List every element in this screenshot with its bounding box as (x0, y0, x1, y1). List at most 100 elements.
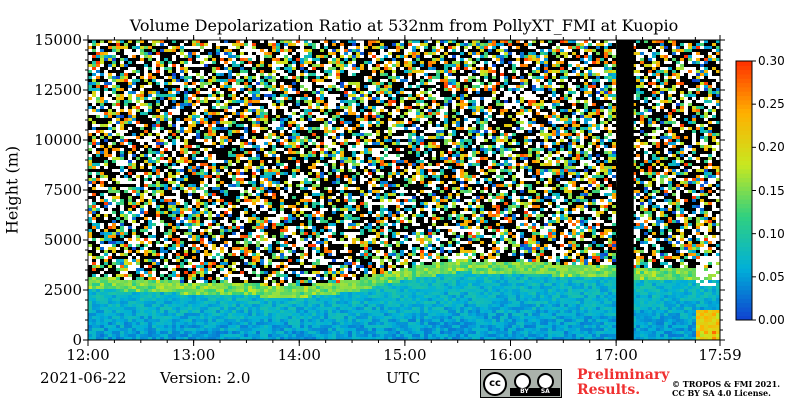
preliminary-line2: Results. (577, 382, 641, 398)
colorbar-segment (736, 276, 752, 282)
colorbar-segment (736, 307, 752, 312)
x-tick-label: 17:59 (698, 346, 742, 364)
colorbar-segment (736, 151, 752, 157)
y-tick-label: 5000 (43, 231, 82, 249)
colorbar-segment (736, 177, 752, 183)
heatmap-image (88, 40, 720, 340)
y-tick-label: 7500 (43, 181, 82, 199)
y-tick-label: 12500 (34, 81, 82, 99)
x-tick-label: 12:00 (66, 346, 110, 364)
x-tick-label: 13:00 (172, 346, 216, 364)
colorbar-tick-label: 0.30 (758, 54, 785, 68)
colorbar-segment (736, 207, 752, 213)
colorbar-tick-label: 0.25 (758, 97, 785, 112)
colorbar-segment (736, 263, 752, 269)
x-tick-label: 15:00 (383, 346, 427, 364)
colorbar-segment (736, 82, 752, 88)
x-tick-label: 16:00 (488, 346, 533, 364)
colorbar-segment (736, 237, 752, 243)
copyright-line1: © TROPOS & FMI 2021. (672, 379, 781, 389)
colorbar-segment (736, 229, 752, 235)
x-tick-label: 14:00 (277, 346, 321, 364)
colorbar-segment (736, 225, 752, 230)
colorbar-segment (736, 259, 752, 265)
colorbar-segment (736, 160, 752, 166)
version-label: Version: 2.0 (160, 369, 251, 387)
colorbar-segment (736, 69, 752, 75)
colorbar-segment (736, 121, 752, 127)
colorbar-tick-label: 0.20 (758, 140, 785, 155)
colorbar-segment (736, 91, 752, 97)
axis-ticks (83, 35, 725, 346)
colorbar (736, 60, 756, 321)
colorbar-segment (736, 138, 752, 144)
colorbar-segment (736, 255, 752, 261)
colorbar-segment (736, 181, 752, 187)
colorbar-segment (736, 250, 752, 256)
colorbar-segment (736, 78, 752, 84)
colorbar-segment (736, 155, 752, 161)
colorbar-segment (736, 61, 752, 66)
data-gap (616, 40, 634, 340)
preliminary-line1: Preliminary (577, 367, 670, 383)
colorbar-segment (736, 99, 752, 105)
colorbar-segment (736, 173, 752, 179)
y-tick-label: 15000 (34, 31, 82, 49)
colorbar-segment (736, 65, 752, 71)
colorbar-segment (736, 302, 752, 308)
colorbar-tick-label: 0.10 (758, 226, 785, 241)
colorbar-segment (736, 203, 752, 209)
y-axis-label: Height (m) (2, 145, 22, 235)
colorbar-segment (736, 95, 752, 101)
y-tick-label: 10000 (34, 131, 82, 149)
x-axis-label: UTC (386, 369, 421, 387)
copyright-notice: © TROPOS & FMI 2021. CC BY SA 4.0 Licens… (672, 380, 780, 398)
colorbar-tick-label: 0.15 (758, 183, 785, 198)
cc-license-badge[interactable]: cc BY SA (480, 369, 562, 398)
colorbar-segment (736, 212, 752, 217)
preliminary-notice: Preliminary Results. (577, 368, 669, 398)
colorbar-segment (736, 194, 752, 200)
colorbar-segment (736, 190, 752, 196)
colorbar-segment (736, 143, 752, 148)
colorbar-segment (736, 311, 752, 317)
x-tick-label: 17:00 (594, 346, 638, 364)
colorbar-segment (736, 289, 752, 295)
colorbar-segment (736, 104, 752, 109)
colorbar-segment (736, 233, 752, 239)
colorbar-segment (736, 168, 752, 174)
colorbar-segment (736, 246, 752, 252)
colorbar-tick-label: 0.00 (758, 313, 785, 327)
heatmap-layer (88, 40, 720, 340)
colorbar-segment (736, 117, 752, 122)
colorbar-segment (736, 220, 752, 226)
colorbar-segment (736, 186, 752, 191)
colorbar-segment (736, 147, 752, 153)
colorbar-segment (736, 86, 752, 92)
colorbar-segment (736, 112, 752, 118)
colorbar-segment (736, 281, 752, 286)
colorbar-segment (736, 134, 752, 140)
colorbar-segment (736, 108, 752, 114)
colorbar-segment (736, 164, 752, 170)
y-tick-label: 2500 (43, 281, 82, 299)
colorbar-segment (736, 125, 752, 131)
colorbar-segment (736, 73, 752, 79)
colorbar-segment (736, 268, 752, 274)
colorbar-segment (736, 315, 752, 321)
date-label: 2021-06-22 (40, 369, 127, 387)
colorbar-frame (735, 60, 753, 321)
cc-icon: cc (483, 372, 507, 396)
colorbar-segment (736, 130, 752, 135)
colorbar-segment (736, 242, 752, 248)
y-tick-label: 0 (72, 331, 82, 349)
colorbar-segment (736, 216, 752, 222)
colorbar-segment (736, 272, 752, 278)
colorbar-segment (736, 285, 752, 291)
colorbar-segment (736, 294, 752, 299)
chart-title: Volume Depolarization Ratio at 532nm fro… (129, 16, 679, 35)
colorbar-segment (736, 298, 752, 304)
colorbar-segment (736, 199, 752, 204)
colorbar-tick-label: 0.05 (758, 269, 785, 284)
